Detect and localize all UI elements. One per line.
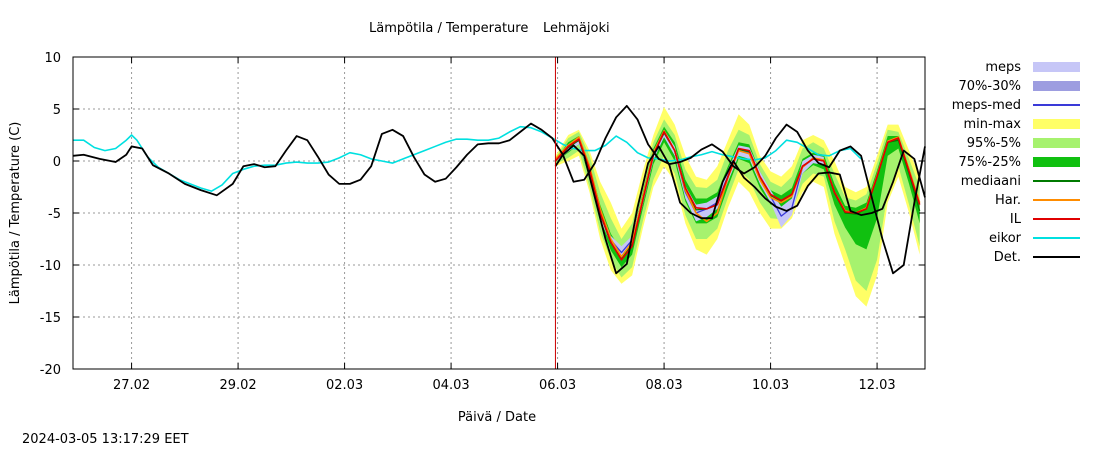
legend-label-p95-5: 95%-5% [967,136,1021,151]
x-tick-label: 04.03 [432,378,469,393]
x-axis-ticks: 27.02 29.02 02.03 04.03 06.03 08.03 10.03 12.03 [113,57,896,393]
legend-label-eikor: eikor [989,231,1022,246]
band-p95-5 [555,119,920,292]
legend-swatch-p95-5 [1033,138,1080,148]
legend-label-mediaani: mediaani [961,174,1021,189]
legend-label-min-max: min-max [963,117,1021,132]
legend-label-det: Det. [994,250,1021,265]
series-eikor [73,125,862,192]
legend: meps 70%-30% meps-med min-max 95%-5% 75%-25% m… [952,60,1080,265]
y-tick-label: -20 [40,363,61,378]
x-tick-label: 06.03 [539,378,576,393]
x-axis-label: Päivä / Date [458,410,536,425]
y-axis-label: Lämpötila / Temperature (C) [8,122,23,305]
legend-swatch-meps [1033,62,1080,72]
series-det-forecast [554,144,926,275]
legend-label-meps: meps [985,60,1021,75]
forecast-bands [555,106,920,307]
x-tick-label: 08.03 [645,378,682,393]
y-tick-label: 0 [53,155,61,170]
timestamp: 2024-03-05 13:17:29 EET [22,432,189,447]
legend-swatch-meps-70-30 [1033,81,1080,91]
x-tick-label: 29.02 [219,378,256,393]
x-tick-label: 10.03 [752,378,789,393]
grid [73,57,925,369]
y-axis-ticks: 10 5 0 -5 -10 -15 -20 [40,51,925,378]
y-tick-label: 10 [44,51,61,66]
series-lines [72,104,926,275]
legend-swatch-p75-25 [1033,157,1080,167]
x-tick-label: 12.03 [858,378,895,393]
x-tick-label: 02.03 [326,378,363,393]
series-il [554,131,921,261]
y-tick-label: -10 [40,259,61,274]
legend-label-meps-med: meps-med [952,98,1021,113]
legend-label-p75-25: 75%-25% [959,155,1021,170]
band-min-max [555,106,920,307]
station-name: Lehmäjoki [543,21,610,36]
legend-swatch-min-max [1033,119,1080,129]
y-tick-label: -5 [48,207,61,222]
x-tick-label: 27.02 [113,378,150,393]
legend-label-il: IL [1010,212,1022,227]
y-tick-label: 5 [53,103,61,118]
y-tick-label: -15 [40,311,61,326]
legend-label-meps-70-30: 70%-30% [959,79,1021,94]
series-det [72,104,926,275]
chart-title: Lämpötila / Temperature [369,21,528,36]
legend-label-har: Har. [995,193,1021,208]
